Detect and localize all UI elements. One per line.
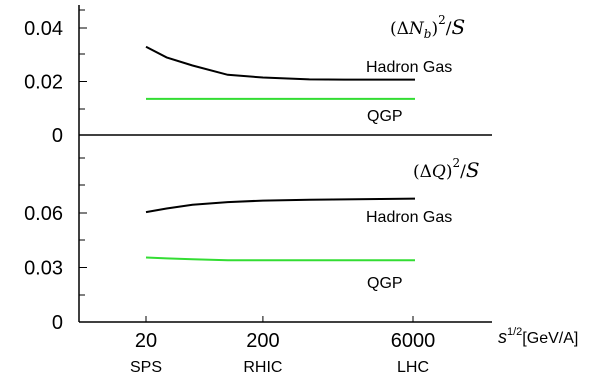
upper-panel-annotation: (ΔNb)2/S bbox=[390, 13, 465, 41]
x-collider-label: SPS bbox=[130, 359, 162, 376]
y-minor-ticks bbox=[79, 9, 85, 296]
x-axis-label: s1/2[GeV/A] bbox=[498, 326, 578, 347]
series-line-hadron-gas bbox=[145, 197, 416, 214]
y-tick-label: 0.04 bbox=[24, 18, 63, 40]
series-label-qgp: QGP bbox=[367, 275, 403, 292]
series-line-qgp bbox=[145, 256, 415, 262]
x-collider-label: RHIC bbox=[243, 359, 282, 376]
x-tick-label: 20 bbox=[135, 330, 157, 352]
x-collider-label: LHC bbox=[397, 359, 429, 376]
y-tick-label: 0 bbox=[52, 312, 63, 334]
series-label-hadron-gas: Hadron Gas bbox=[366, 209, 452, 226]
series-line-hadron-gas bbox=[145, 45, 415, 81]
y-tick-label: 0 bbox=[52, 125, 63, 147]
y-tick-label: 0.03 bbox=[24, 258, 63, 280]
series-label-qgp: QGP bbox=[367, 108, 403, 125]
lower-panel-annotation: (ΔQ)2/S bbox=[413, 156, 480, 182]
x-tick-label: 6000 bbox=[391, 330, 436, 352]
y-tick-label: 0.06 bbox=[24, 203, 63, 225]
y-tick-label: 0.02 bbox=[24, 72, 63, 94]
series-label-hadron-gas: Hadron Gas bbox=[366, 59, 452, 76]
x-tick-label: 200 bbox=[246, 330, 279, 352]
chart-marks: 0.04 0.02 0 Hadron Gas QGP 0.06 0.03 0 Hadron Ga… bbox=[24, 18, 452, 376]
